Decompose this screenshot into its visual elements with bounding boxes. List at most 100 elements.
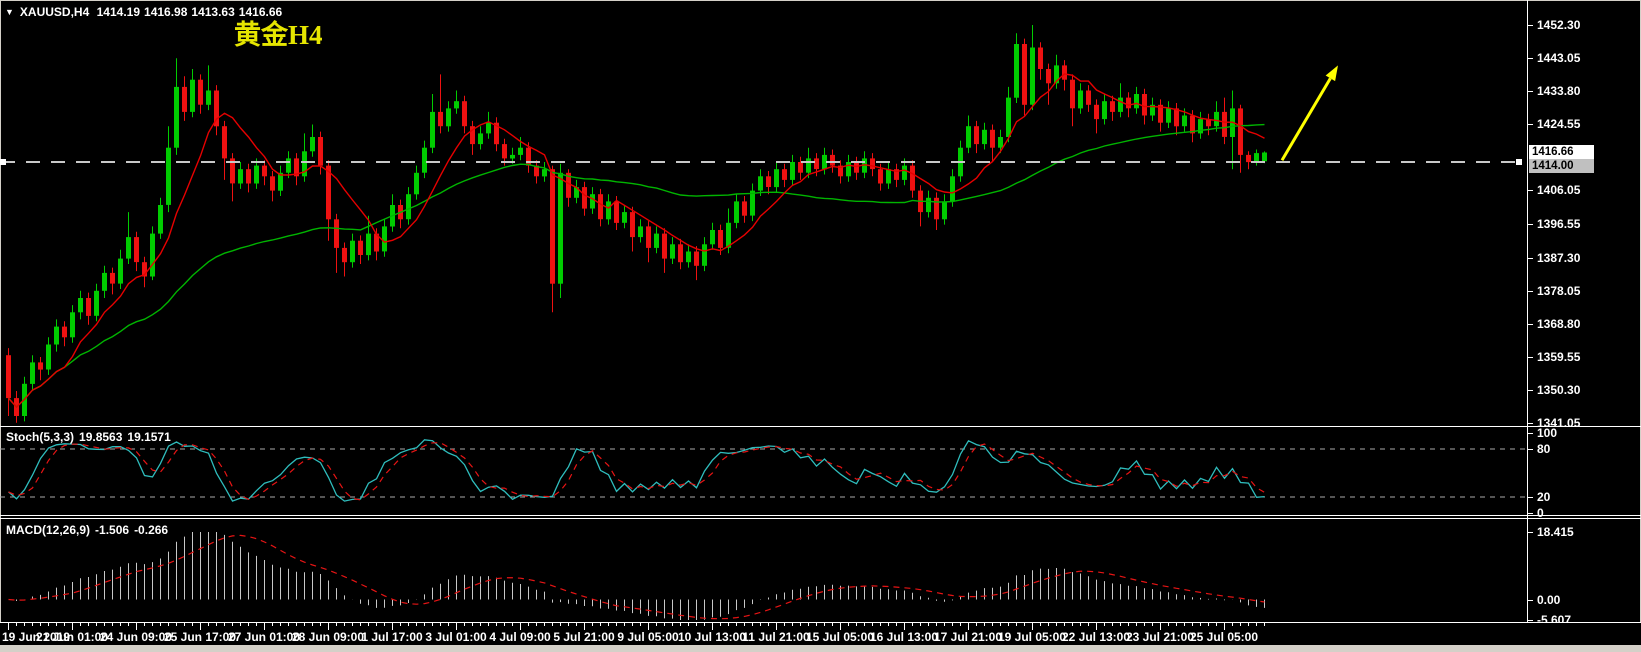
candle <box>1174 108 1179 127</box>
axis-tick <box>1527 25 1533 26</box>
arrow-head[interactable] <box>1325 65 1338 82</box>
candle <box>662 233 667 259</box>
axis-tick <box>1527 513 1533 514</box>
ohlc-open: 1414.19 <box>96 5 141 19</box>
axis-tick <box>1527 190 1533 191</box>
candle <box>982 129 987 145</box>
time-axis[interactable]: 19 Jun 2019 21 Jun 01:00 24 Jun 09:00 25 Ju… <box>0 623 1641 645</box>
candle <box>558 172 563 284</box>
candle <box>30 362 35 384</box>
candle <box>454 101 459 109</box>
hline-anchor[interactable] <box>1516 159 1522 165</box>
candle <box>950 176 955 202</box>
candle <box>1070 79 1075 109</box>
price-chart-canvas[interactable] <box>0 0 1528 426</box>
axis-tick <box>1527 324 1533 325</box>
chart-menu-icon[interactable]: ▼ <box>5 7 14 17</box>
candle <box>430 111 435 148</box>
price-tick-label: 1433.80 <box>1537 84 1581 98</box>
arrow-object[interactable] <box>1280 77 1332 161</box>
candle <box>702 244 707 266</box>
candle <box>414 172 419 195</box>
candle <box>494 122 499 145</box>
candle <box>230 158 235 184</box>
price-tick-label: 80 <box>1537 442 1551 456</box>
candle <box>78 298 83 313</box>
window-statusbar <box>0 645 1641 652</box>
candle <box>830 154 835 166</box>
stochastic-label: Stoch(5,3,3) 19.8563 19.1571 <box>6 430 171 444</box>
price-tick-label: 1378.05 <box>1537 284 1581 298</box>
panel-separator[interactable] <box>0 515 1641 516</box>
candle <box>566 172 571 198</box>
candle <box>790 162 795 180</box>
candle <box>70 312 75 338</box>
candle <box>550 169 555 284</box>
candle <box>694 251 699 266</box>
candle <box>758 176 763 191</box>
hline-anchor[interactable] <box>0 159 6 165</box>
candle <box>438 111 443 127</box>
candle <box>342 247 347 263</box>
candle <box>334 219 339 248</box>
candle <box>774 169 779 188</box>
candle <box>478 133 483 145</box>
candle <box>1214 111 1219 127</box>
candle <box>854 162 859 173</box>
price-tick-label: 1387.30 <box>1537 251 1581 265</box>
candle <box>590 194 595 209</box>
annotation-text[interactable]: 黄金H4 <box>234 20 323 50</box>
stochastic-panel-canvas[interactable] <box>0 427 1528 515</box>
candle <box>750 190 755 216</box>
axis-tick <box>1527 532 1533 533</box>
candle <box>966 126 971 148</box>
time-tick-label: 24 Jun 09:00 <box>99 630 173 644</box>
candle <box>222 126 227 159</box>
candle <box>1190 115 1195 134</box>
price-tick-label: 1452.30 <box>1537 18 1581 32</box>
hline-price-label: 1414.00 <box>1529 159 1594 173</box>
candle <box>1238 108 1243 155</box>
candle <box>1262 152 1267 162</box>
candle <box>294 158 299 177</box>
candle <box>894 169 899 180</box>
symbol-timeframe-label: XAUUSD,H4 <box>19 5 90 19</box>
time-tick-label: 27 Jun 01:00 <box>227 630 301 644</box>
candle <box>1166 108 1171 123</box>
chart-header: ▼ XAUUSD,H4 1414.19 1416.98 1413.63 1416.66 <box>5 5 286 19</box>
price-tick-label: 1368.80 <box>1537 317 1581 331</box>
candle <box>214 90 219 127</box>
candle <box>38 362 43 370</box>
candle <box>486 122 491 134</box>
candle <box>254 165 259 184</box>
time-tick-label: 17 Jul 21:00 <box>933 630 1003 644</box>
candle <box>646 226 651 248</box>
candle <box>1134 94 1139 109</box>
axis-tick <box>1527 620 1533 621</box>
ohlc-close: 1416.66 <box>238 5 283 19</box>
time-tick-label: 25 Jul 05:00 <box>1189 630 1259 644</box>
time-tick-label: 19 Jul 05:00 <box>997 630 1067 644</box>
candle <box>198 79 203 105</box>
candle <box>54 326 59 345</box>
candle <box>238 169 243 184</box>
price-tick-label: 20 <box>1537 490 1551 504</box>
price-tick-label: 0.00 <box>1537 593 1561 607</box>
candle <box>366 233 371 256</box>
time-tick-label: 4 Jul 09:00 <box>489 630 551 644</box>
candle <box>1150 104 1155 116</box>
macd-panel-canvas[interactable] <box>0 519 1528 622</box>
time-tick-label: 21 Jun 01:00 <box>35 630 109 644</box>
candle <box>1222 111 1227 137</box>
price-axis[interactable]: 1416.66 1414.00 1452.30 1443.05 1433.80 142… <box>1527 0 1641 627</box>
candle <box>886 169 891 184</box>
price-tick-label: 1443.05 <box>1537 51 1581 65</box>
axis-tick <box>1527 423 1533 424</box>
candle <box>1118 97 1123 112</box>
panel-separator[interactable] <box>0 426 1641 427</box>
panel-separator[interactable] <box>0 518 1641 519</box>
price-tick-label: 1424.55 <box>1537 117 1581 131</box>
candle <box>870 158 875 170</box>
candle <box>1094 104 1099 120</box>
time-tick-label: 1 Jul 17:00 <box>361 630 423 644</box>
